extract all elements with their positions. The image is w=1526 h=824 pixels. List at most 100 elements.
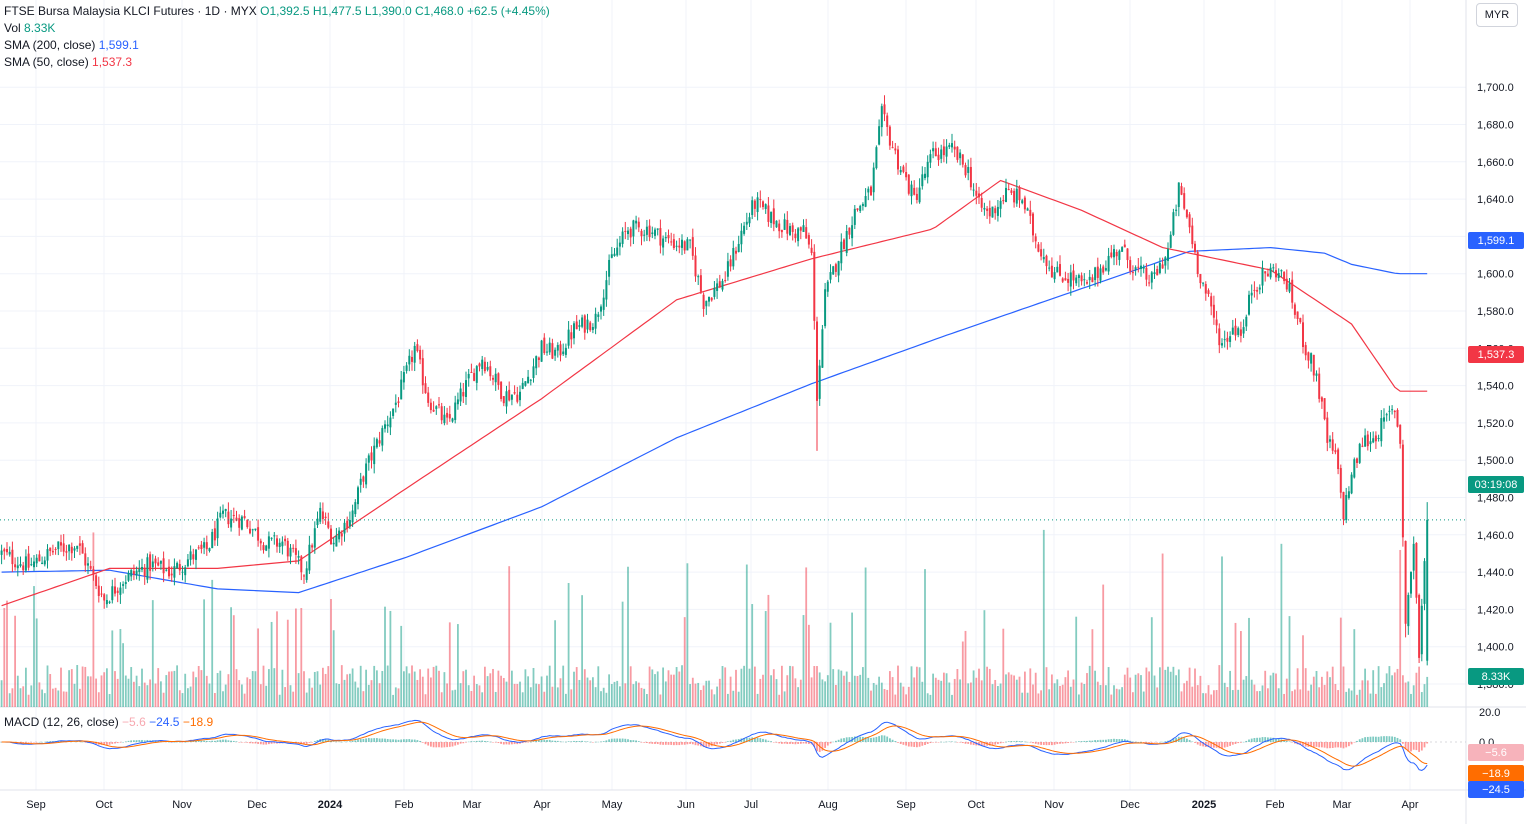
volume-bar bbox=[1129, 677, 1132, 707]
candle-body bbox=[953, 146, 956, 150]
macd-signal-value: −18.9 bbox=[182, 715, 214, 729]
volume-bar bbox=[864, 567, 867, 707]
macd-histogram-bar bbox=[168, 741, 170, 743]
candle-body bbox=[996, 206, 999, 216]
volume-bar bbox=[300, 608, 303, 707]
sma50-legend[interactable]: SMA (50, close) 1,537.3 bbox=[4, 54, 132, 71]
macd-histogram-bar bbox=[899, 742, 902, 744]
macd-legend[interactable]: MACD (12, 26, close) −5.6 −24.5 −18.9 bbox=[4, 714, 213, 731]
macd-histogram-bar bbox=[1105, 739, 1107, 742]
macd-histogram-bar bbox=[816, 742, 818, 752]
time-tick-label: Aug bbox=[818, 799, 838, 811]
macd-histogram-bar bbox=[573, 740, 575, 742]
volume-bar bbox=[1213, 690, 1215, 707]
macd-histogram-bar bbox=[1302, 742, 1304, 746]
volume-bar bbox=[416, 679, 419, 707]
candle-body bbox=[705, 300, 708, 307]
volume-bar bbox=[486, 676, 489, 707]
macd-histogram-bar bbox=[1129, 740, 1132, 742]
candle-body bbox=[348, 520, 351, 527]
volume-bar bbox=[1013, 675, 1015, 707]
volume-bar bbox=[1402, 675, 1404, 707]
volume-bar bbox=[1007, 672, 1010, 707]
volume-bar bbox=[57, 690, 60, 707]
macd-histogram-bar bbox=[465, 742, 467, 743]
macd-histogram-bar bbox=[103, 742, 106, 746]
macd-histogram-bar bbox=[1080, 741, 1083, 742]
volume-bar bbox=[934, 677, 937, 707]
candle-body bbox=[132, 571, 135, 575]
volume-bar bbox=[1194, 668, 1196, 707]
candle-body bbox=[726, 261, 729, 277]
candle-body bbox=[751, 200, 754, 216]
candle-body bbox=[1420, 605, 1423, 655]
volume-legend[interactable]: Vol 8.33K bbox=[4, 20, 55, 37]
macd-histogram-bar bbox=[967, 742, 970, 744]
macd-histogram-bar bbox=[1356, 740, 1358, 742]
interval[interactable]: 1D bbox=[204, 4, 221, 18]
macd-histogram-bar bbox=[241, 742, 243, 743]
volume-bar bbox=[440, 692, 443, 707]
candle-body bbox=[770, 211, 773, 224]
volume-bar bbox=[546, 675, 548, 707]
candle-body bbox=[805, 227, 808, 239]
candle-body bbox=[1272, 267, 1275, 269]
volume-bar bbox=[578, 679, 581, 707]
candle-body bbox=[378, 440, 381, 444]
volume-bar bbox=[1110, 694, 1113, 707]
candle-body bbox=[1334, 450, 1337, 453]
volume-bar bbox=[262, 665, 265, 707]
macd-histogram-bar bbox=[359, 739, 362, 742]
macd-histogram-bar bbox=[1337, 742, 1339, 748]
macd-histogram-bar bbox=[370, 738, 373, 742]
macd-histogram-bar bbox=[1364, 737, 1366, 742]
volume-bar bbox=[921, 681, 924, 707]
price-tick-label: 1,600.0 bbox=[1477, 269, 1514, 281]
candle-body bbox=[1110, 252, 1113, 258]
volume-bar bbox=[999, 683, 1002, 707]
volume-bar bbox=[1258, 691, 1261, 707]
volume-bar bbox=[1418, 666, 1420, 707]
macd-histogram-bar bbox=[1083, 740, 1086, 742]
macd-histogram-bar bbox=[1299, 742, 1302, 745]
volume-bar bbox=[1051, 674, 1053, 707]
volume-bar bbox=[1169, 671, 1172, 707]
candle-body bbox=[492, 377, 494, 380]
volume-bar bbox=[602, 687, 605, 707]
currency-button[interactable]: MYR bbox=[1476, 3, 1518, 27]
volume-bar bbox=[837, 669, 840, 707]
macd-histogram-bar bbox=[756, 737, 759, 742]
macd-histogram-bar bbox=[980, 742, 983, 746]
macd-histogram-bar bbox=[1369, 736, 1372, 742]
volume-bar bbox=[700, 689, 702, 707]
candle-body bbox=[527, 376, 530, 384]
macd-histogram-bar bbox=[435, 742, 438, 748]
volume-bar bbox=[478, 685, 481, 707]
macd-histogram-bar bbox=[1096, 740, 1099, 742]
macd-histogram-bar bbox=[697, 742, 700, 746]
sma200-legend[interactable]: SMA (200, close) 1,599.1 bbox=[4, 37, 139, 54]
volume-bar bbox=[1075, 616, 1078, 707]
time-tick-label: Apr bbox=[1401, 799, 1418, 811]
candle-body bbox=[1221, 343, 1223, 346]
candle-body bbox=[54, 548, 57, 550]
candle-body bbox=[764, 204, 767, 210]
volume-bar bbox=[208, 683, 211, 707]
volume-bar bbox=[643, 688, 646, 707]
candle-body bbox=[686, 239, 689, 251]
volume-bar bbox=[1269, 675, 1272, 707]
time-tick-label: Mar bbox=[463, 799, 482, 811]
macd-histogram-bar bbox=[419, 740, 421, 742]
candle-body bbox=[127, 572, 130, 581]
macd-histogram-bar bbox=[1261, 737, 1264, 742]
macd-histogram-bar bbox=[565, 741, 567, 743]
macd-histogram-bar bbox=[1221, 742, 1223, 749]
macd-histogram-bar bbox=[1380, 736, 1383, 742]
candle-body bbox=[1142, 266, 1145, 269]
candle-body bbox=[1113, 249, 1115, 258]
candle-body bbox=[791, 225, 794, 232]
macd-histogram-bar bbox=[581, 740, 583, 742]
macd-histogram-bar bbox=[778, 742, 781, 744]
symbol-name[interactable]: FTSE Bursa Malaysia KLCI Futures bbox=[4, 4, 195, 18]
